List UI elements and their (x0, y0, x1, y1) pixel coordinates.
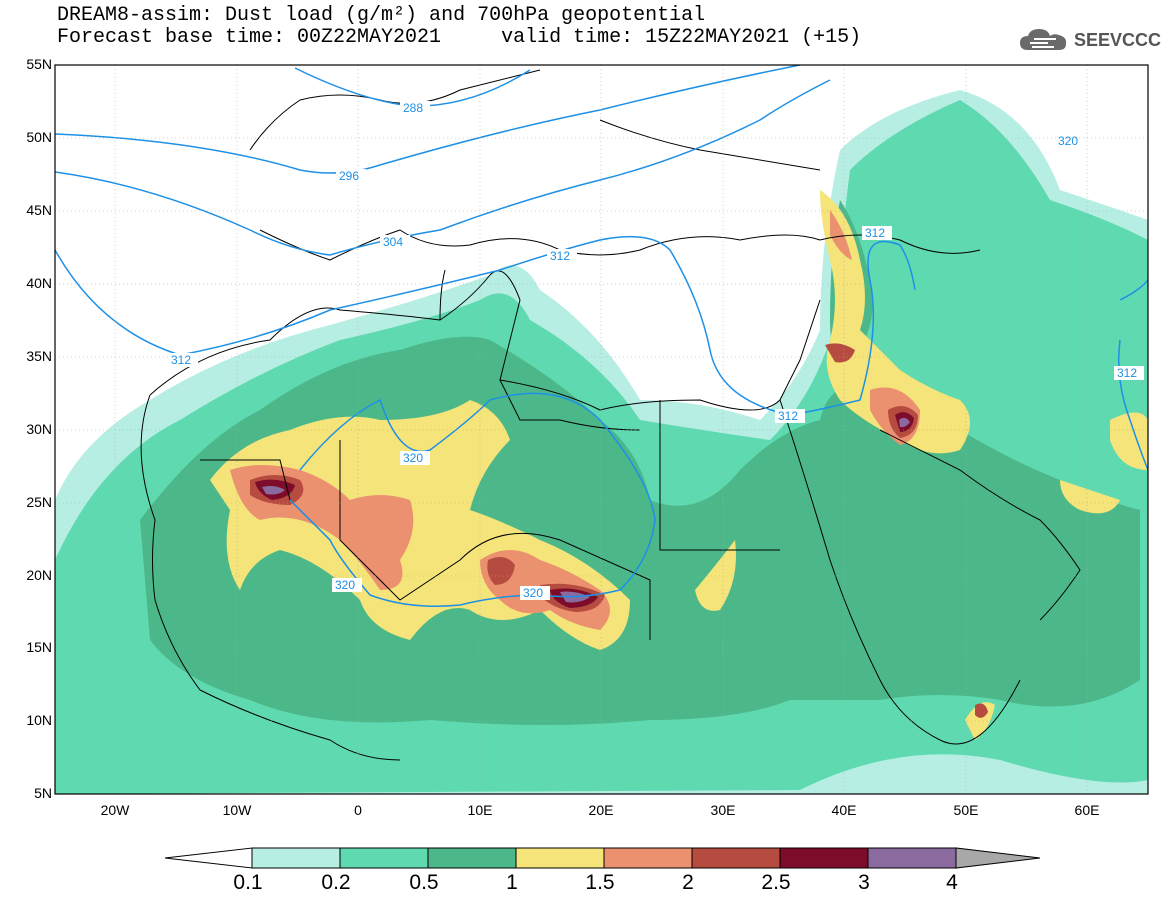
colorbar-swatch (603, 847, 693, 869)
colorbar-swatch (339, 847, 429, 869)
lon-label: 10E (467, 802, 493, 818)
forecast-time-line: Forecast base time: 00Z22MAY2021 valid t… (57, 26, 862, 49)
colorbar-label: 3 (858, 871, 870, 894)
lat-label: 5N (34, 785, 52, 801)
lat-label: 25N (26, 494, 52, 510)
map-frame (54, 64, 1149, 795)
map-title: DREAM8-assim: Dust load (g/m²) and 700hP… (57, 4, 706, 27)
contour-label: 304 (383, 235, 403, 249)
lat-label: 50N (26, 129, 52, 145)
contour-label: 320 (1058, 134, 1078, 148)
colorbar-label: 0.1 (233, 871, 263, 894)
logo-text: SEEVCCC (1074, 29, 1162, 50)
lon-label: 20W (100, 802, 130, 818)
contour-label: 320 (335, 578, 355, 592)
seevccc-logo: SEEVCCC (1018, 26, 1161, 54)
colorbar-swatch (251, 847, 341, 869)
lat-label: 55N (26, 56, 52, 72)
colorbar-swatch (691, 847, 781, 869)
contour-label: 320 (523, 586, 543, 600)
contour-label: 320 (403, 451, 423, 465)
lon-label: 40E (831, 802, 857, 818)
contour-label: 312 (550, 249, 570, 263)
lon-label: 10W (222, 802, 252, 818)
contour-label: 312 (1117, 366, 1137, 380)
contour-label: 312 (778, 409, 798, 423)
colorbar-label: 0.5 (409, 871, 439, 894)
contour-labels: 288 296 304 312 312 312 312 312 320 320 … (168, 101, 1144, 600)
colorbar-over-triangle (955, 847, 1041, 869)
geopotential-contours (55, 65, 1148, 607)
lon-label: 20E (588, 802, 614, 818)
colorbar-swatch (427, 847, 517, 869)
lat-label: 15N (26, 639, 52, 655)
lat-label: 35N (26, 348, 52, 364)
colorbar-label: 2 (682, 871, 694, 894)
contour-label: 288 (403, 101, 423, 115)
lon-label: 0 (354, 802, 362, 818)
lon-label: 60E (1074, 802, 1100, 818)
lat-label: 20N (26, 567, 52, 583)
cloud-icon (1020, 29, 1067, 50)
colorbar-label: 0.2 (321, 871, 351, 894)
colorbar-label: 1 (506, 871, 518, 894)
lon-label: 30E (710, 802, 736, 818)
graticule (55, 65, 1148, 794)
colorbar-label: 4 (946, 871, 958, 894)
colorbar-label: 2.5 (761, 871, 791, 894)
colorbar-label: 1.5 (585, 871, 615, 894)
lat-label: 30N (26, 421, 52, 437)
dust-load-field (55, 90, 1148, 794)
contour-label: 312 (865, 226, 885, 240)
lon-label: 50E (953, 802, 979, 818)
colorbar-swatch (867, 847, 957, 869)
colorbar-swatch (779, 847, 869, 869)
lat-label: 10N (26, 712, 52, 728)
colorbar-swatch (515, 847, 605, 869)
lat-label: 45N (26, 202, 52, 218)
contour-label: 312 (171, 353, 191, 367)
lat-label: 40N (26, 275, 52, 291)
colorbar (164, 847, 1041, 869)
colorbar-under-triangle (164, 847, 253, 869)
contour-label: 296 (339, 169, 359, 183)
